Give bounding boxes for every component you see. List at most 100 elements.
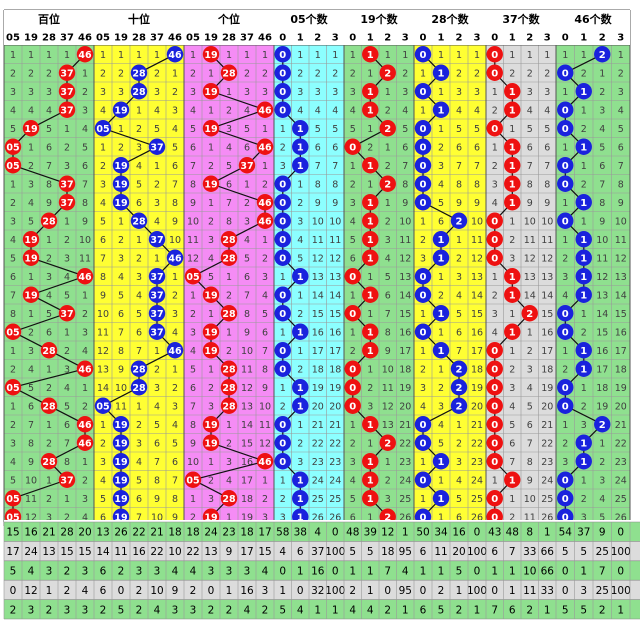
ball-label: 0: [349, 401, 356, 412]
miss-count: 6: [456, 512, 462, 523]
draw-ball: [184, 268, 202, 285]
stats-value: 26: [114, 527, 128, 539]
ball-label: 37: [150, 235, 163, 246]
miss-count: 9: [456, 198, 462, 209]
miss-count: 6: [438, 216, 444, 227]
ball-label: 0: [349, 272, 356, 283]
miss-count: 5: [154, 124, 160, 135]
miss-count: 1: [581, 50, 587, 61]
draw-ball: [292, 379, 309, 396]
draw-ball: [166, 342, 184, 359]
miss-count: 6: [262, 327, 268, 338]
miss-count: 3: [154, 383, 160, 394]
ball-label: 1: [367, 327, 374, 338]
miss-count: 8: [226, 216, 232, 227]
miss-count: 9: [527, 475, 533, 486]
ball-label: 1: [509, 198, 516, 209]
stats-value: 0: [617, 527, 624, 539]
miss-count: 1: [367, 364, 373, 375]
ball-label: 46: [78, 272, 92, 283]
miss-count: 2: [136, 124, 142, 135]
stats-value: 18: [168, 527, 181, 539]
ball-label: 1: [580, 253, 587, 264]
miss-count: 1: [82, 290, 88, 301]
ball-label: 28: [42, 401, 56, 412]
draw-ball: [130, 64, 148, 81]
miss-count: 2: [226, 290, 232, 301]
miss-count: 5: [118, 290, 124, 301]
ball-label: 1: [509, 105, 516, 116]
miss-count: 3: [46, 512, 52, 523]
miss-count: 6: [527, 420, 533, 431]
miss-count: 7: [136, 512, 142, 523]
miss-count: 2: [10, 420, 16, 431]
miss-count: 1: [64, 50, 70, 61]
ball-label: 1: [509, 87, 516, 98]
draw-ball: [4, 490, 22, 507]
miss-count: 24: [615, 475, 627, 486]
stats-value: 25: [596, 546, 609, 558]
miss-count: 15: [596, 327, 608, 338]
miss-count: 2: [136, 420, 142, 431]
ball-label: 1: [580, 87, 587, 98]
miss-count: 1: [136, 105, 142, 116]
stats-row-bg: [4, 522, 640, 542]
miss-count: 5: [315, 124, 321, 135]
draw-ball: [557, 379, 574, 396]
draw-ball: [76, 268, 94, 285]
draw-ball: [220, 64, 238, 81]
miss-count: 1: [350, 327, 356, 338]
miss-count: 2: [226, 105, 232, 116]
miss-count: 6: [599, 161, 605, 172]
miss-count: 4: [297, 105, 303, 116]
draw-ball: [362, 342, 379, 359]
ball-label: 1: [367, 346, 374, 357]
miss-count: 6: [350, 253, 356, 264]
draw-ball: [575, 268, 592, 285]
miss-count: 17: [329, 346, 341, 357]
miss-count: 13: [615, 272, 627, 283]
draw-ball: [486, 249, 503, 266]
stats-value: 23: [222, 527, 235, 539]
draw-ball: [274, 83, 291, 100]
miss-count: 3: [100, 179, 106, 190]
miss-count: 24: [329, 475, 341, 486]
draw-ball: [362, 46, 379, 63]
miss-count: 26: [615, 512, 627, 523]
miss-count: 3: [172, 309, 178, 320]
ball-label: 2: [526, 309, 533, 320]
ball-label: 19: [204, 420, 217, 431]
miss-count: 1: [297, 50, 303, 61]
stats-value: 100: [325, 546, 345, 558]
miss-count: 3: [438, 401, 444, 412]
draw-ball: [274, 434, 291, 451]
miss-count: 18: [471, 364, 483, 375]
draw-ball: [575, 138, 592, 155]
draw-ball: [274, 249, 291, 266]
miss-count: 6: [315, 142, 321, 153]
draw-ball: [22, 231, 40, 248]
stats-value: 3: [46, 566, 53, 578]
miss-count: 1: [385, 50, 391, 61]
ball-label: 19: [204, 512, 217, 523]
ball-label: 0: [349, 364, 356, 375]
stats-value: 5: [10, 566, 17, 578]
stats-value: 3: [190, 604, 197, 616]
ball-label: 0: [420, 290, 427, 301]
draw-ball: [414, 120, 432, 137]
stats-value: 3: [82, 604, 89, 616]
miss-count: 4: [64, 383, 70, 394]
ball-label: 1: [580, 438, 587, 449]
stats-value: 2: [10, 604, 17, 616]
miss-count: 4: [456, 105, 462, 116]
miss-count: 4: [46, 105, 52, 116]
miss-count: 2: [420, 235, 426, 246]
draw-ball: [557, 471, 574, 488]
miss-count: 5: [10, 475, 16, 486]
stats-value: 1: [544, 527, 551, 539]
miss-count: 3: [226, 124, 232, 135]
draw-ball: [274, 416, 291, 433]
miss-count: 3: [544, 87, 550, 98]
miss-count: 4: [527, 105, 533, 116]
miss-count: 4: [100, 475, 106, 486]
